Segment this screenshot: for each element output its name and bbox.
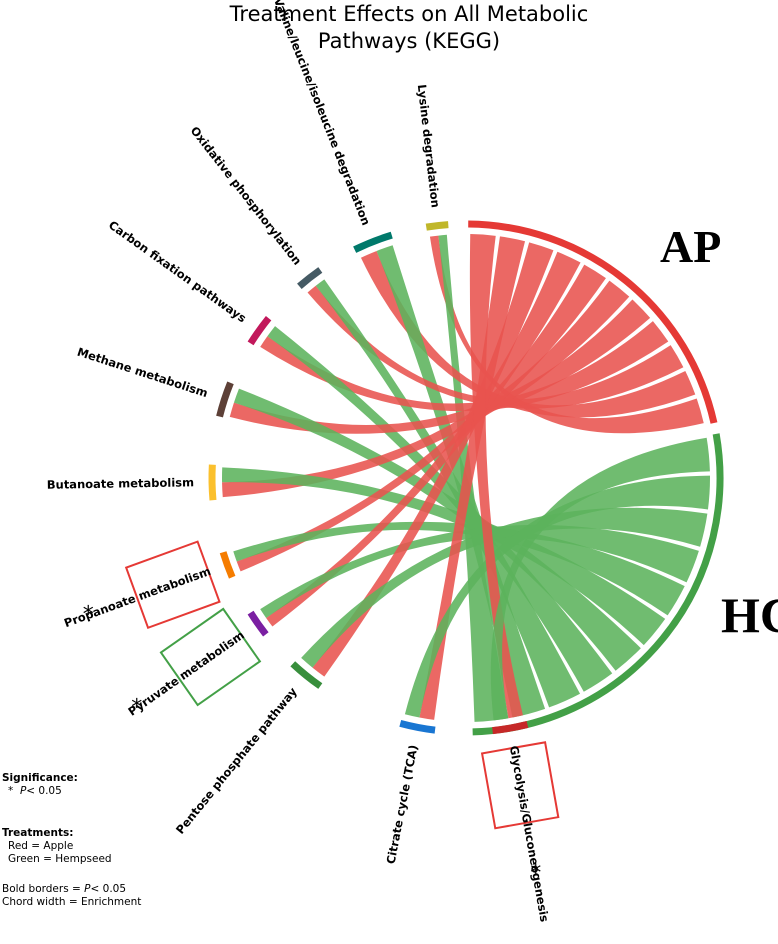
legend-treatments-title: Treatments: bbox=[2, 827, 74, 839]
legend-notes: Bold borders = P< 0.05 Chord width = Enr… bbox=[2, 883, 141, 909]
chord-ap-valine-leucine-isoleucine-degradation bbox=[360, 250, 696, 418]
pathway-arc-methane-metabolism bbox=[216, 381, 234, 418]
chord-ap-methane-metabolism bbox=[229, 299, 651, 434]
legend-significance-p: P bbox=[19, 785, 27, 797]
group-label-hc: HC bbox=[721, 587, 778, 643]
pathway-label-valine-leucine-isoleucine-degradation: Valine/leucine/isoleucine degradation bbox=[271, 0, 373, 227]
chord-hc-citrate-cycle-tca bbox=[404, 475, 710, 718]
chord-ap-pyruvate-metabolism bbox=[266, 251, 581, 627]
pathway-arc-valine-leucine-isoleucine-degradation bbox=[353, 231, 393, 253]
chart-title-line-1: Treatment Effects on All Metabolic bbox=[229, 2, 589, 26]
significance-star-propanoate-metabolism: * bbox=[83, 602, 94, 627]
chord-hc-methane-metabolism bbox=[233, 388, 641, 671]
pathway-label-methane-metabolism: Methane metabolism bbox=[75, 345, 209, 401]
chord-ap-propanoate-metabolism bbox=[236, 264, 606, 572]
pathway-arc-glycolysis-gluconeogenesis bbox=[492, 721, 529, 735]
group-arc-hc bbox=[472, 433, 724, 736]
chord-hc-propanoate-metabolism bbox=[233, 521, 685, 616]
chord-hc-oxidative-phosphorylation bbox=[315, 279, 581, 708]
chord-hc-lysine-degradation bbox=[438, 234, 509, 722]
chord-hc-glycolysis-gluconeogenesis bbox=[490, 437, 710, 721]
pathway-label-pyruvate-metabolism: Pyruvate metabolism bbox=[125, 628, 246, 719]
pathway-label-lysine-degradation: Lysine degradation bbox=[415, 84, 443, 209]
legend-bold-prefix: Bold borders = bbox=[2, 883, 85, 895]
group-arc-ap bbox=[468, 220, 718, 424]
chord-ap-glycolysis-gluconeogenesis bbox=[469, 234, 523, 719]
chord-ap-citrate-cycle-tca bbox=[419, 236, 526, 720]
pathway-arc-propanoate-metabolism bbox=[219, 551, 236, 579]
significance-box-glycolysis-gluconeogenesis bbox=[480, 741, 560, 830]
legend-chord-width: Chord width = Enrichment bbox=[2, 896, 142, 908]
pathway-arc-lysine-degradation bbox=[425, 221, 449, 231]
pathway-arc-pyruvate-metabolism bbox=[247, 610, 269, 637]
pathway-label-butanoate-metabolism: Butanoate metabolism bbox=[47, 475, 194, 492]
legend-green-entry: Green = Hempseed bbox=[8, 853, 112, 865]
chord-hc-carbon-fixation-pathways bbox=[267, 326, 613, 692]
pathway-arc-carbon-fixation-pathways bbox=[247, 315, 272, 346]
pathway-arc-pentose-phosphate-pathway bbox=[290, 661, 323, 689]
significance-star-pyruvate-metabolism: * bbox=[131, 696, 142, 721]
legend-significance-threshold: < 0.05 bbox=[26, 785, 62, 797]
legend-treatments: Treatments: Red = Apple Green = Hempseed bbox=[2, 827, 112, 866]
chord-ap-pentose-phosphate-pathway bbox=[312, 242, 554, 677]
pathway-label-citrate-cycle-tca: Citrate cycle (TCA) bbox=[384, 744, 421, 866]
significance-box-propanoate-metabolism bbox=[124, 540, 221, 630]
pathway-arc-citrate-cycle-tca bbox=[399, 719, 436, 734]
pathway-label-pentose-phosphate-pathway: Pentose phosphate pathway bbox=[173, 684, 300, 836]
legend-significance-star: * bbox=[8, 785, 14, 797]
significance-boxes-layer bbox=[124, 540, 560, 830]
legend-significance: Significance: * P< 0.05 bbox=[2, 772, 78, 798]
chord-ap-carbon-fixation-pathways bbox=[260, 321, 669, 412]
legend-bold-threshold: < 0.05 bbox=[90, 883, 127, 895]
pathway-arc-oxidative-phosphorylation bbox=[297, 267, 323, 289]
chord-hc-pentose-phosphate-pathway bbox=[301, 507, 708, 668]
pathway-label-glycolysis-gluconeogenesis: Glycolysis/Gluconeogenesis bbox=[507, 745, 552, 924]
significance-box-pyruvate-metabolism bbox=[159, 607, 262, 707]
legend-bold-p: P bbox=[84, 883, 91, 895]
legend-red-entry: Red = Apple bbox=[8, 840, 74, 852]
pathway-arc-butanoate-metabolism bbox=[208, 464, 217, 501]
pathway-label-oxidative-phosphorylation: Oxidative phosphorylation bbox=[188, 124, 305, 268]
legend-significance-title: Significance: bbox=[2, 772, 78, 784]
arcs-layer bbox=[208, 220, 724, 736]
chart-title-line-2: Pathways (KEGG) bbox=[317, 29, 501, 53]
pathway-label-carbon-fixation-pathways: Carbon fixation pathways bbox=[106, 218, 249, 326]
group-label-ap: AP bbox=[660, 221, 722, 272]
significance-star-glycolysis-gluconeogenesis: * bbox=[530, 861, 541, 886]
chords-layer bbox=[222, 234, 710, 722]
